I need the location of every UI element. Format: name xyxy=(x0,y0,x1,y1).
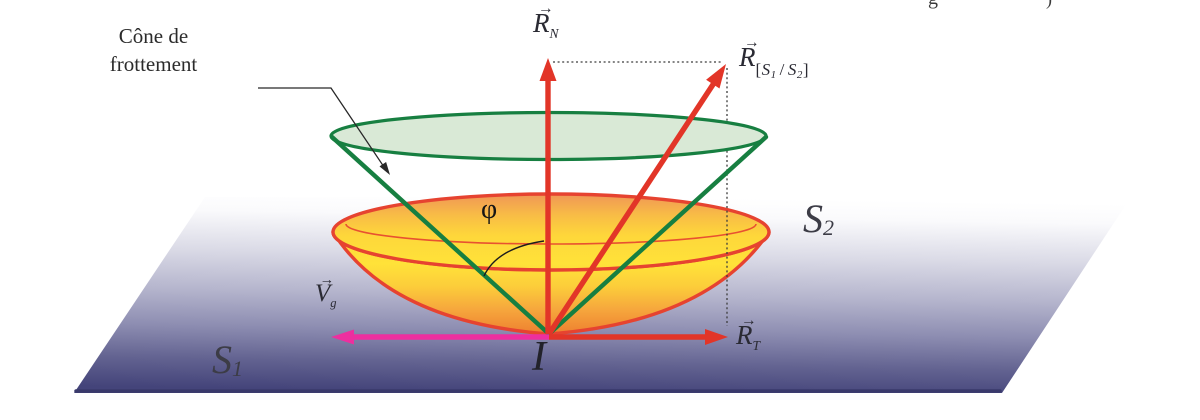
caption-line-2: frottement xyxy=(109,52,198,77)
symbol: S xyxy=(803,196,823,241)
normal-reaction-label: → RN xyxy=(533,0,559,42)
top-edge-fragment-right: ) xyxy=(1046,0,1052,10)
solid-s2-label: S2 xyxy=(803,195,834,242)
s1-index: 1 xyxy=(770,68,777,81)
subscript: N xyxy=(549,26,559,42)
vector-overarrow: → xyxy=(319,272,334,289)
global-reaction-vector xyxy=(546,81,717,336)
caption-leader-line xyxy=(258,87,385,168)
friction-angle-arc xyxy=(483,240,545,277)
bowl-inner-rim-arc xyxy=(345,223,757,245)
index: 1 xyxy=(232,355,243,381)
subscript: g xyxy=(330,295,337,310)
sliding-velocity-label: → Vg xyxy=(315,272,337,310)
subscript-group: [S1/S2] xyxy=(755,59,810,81)
symbol: R xyxy=(533,8,550,38)
vector-overarrow: → xyxy=(538,0,554,17)
bracket-open: [ xyxy=(755,59,762,79)
symbol: S xyxy=(212,337,232,382)
index: 2 xyxy=(823,214,834,240)
separator: / xyxy=(779,59,785,79)
s2-index: 2 xyxy=(796,68,803,81)
sliding-velocity-arrowhead xyxy=(331,329,354,345)
s2-symbol: S xyxy=(787,59,797,79)
vector-overarrow: → xyxy=(741,311,757,329)
normal-reaction-arrowhead xyxy=(539,58,557,81)
caption-leader-arrowhead xyxy=(379,162,390,175)
vector-overarrow: → xyxy=(744,33,760,51)
friction-cone-edge-left xyxy=(329,134,552,337)
tangential-reaction-arrowhead xyxy=(705,329,728,345)
friction-angle-label: φ xyxy=(481,194,498,225)
s1-symbol: S xyxy=(761,59,771,79)
bowl-rim-ellipse xyxy=(331,192,771,272)
tangential-reaction-label: → RT xyxy=(736,312,761,354)
subscript: T xyxy=(752,338,761,354)
symbol: V xyxy=(315,280,331,307)
friction-cone-edge-right xyxy=(546,134,769,337)
bracket-close: ] xyxy=(802,59,810,79)
caption-line-1: Cône de xyxy=(118,24,189,48)
global-reaction-label: → R[S1/S2] xyxy=(739,34,809,81)
solid-s1-label: S1 xyxy=(212,336,243,383)
friction-cone-caption: Cône de frottement xyxy=(88,22,219,78)
contact-point-label: I xyxy=(532,334,546,380)
global-reaction-arrowhead xyxy=(706,64,726,89)
top-edge-fragment-left: g xyxy=(928,0,938,10)
symbol: R xyxy=(736,320,753,350)
symbol: R xyxy=(739,42,756,72)
